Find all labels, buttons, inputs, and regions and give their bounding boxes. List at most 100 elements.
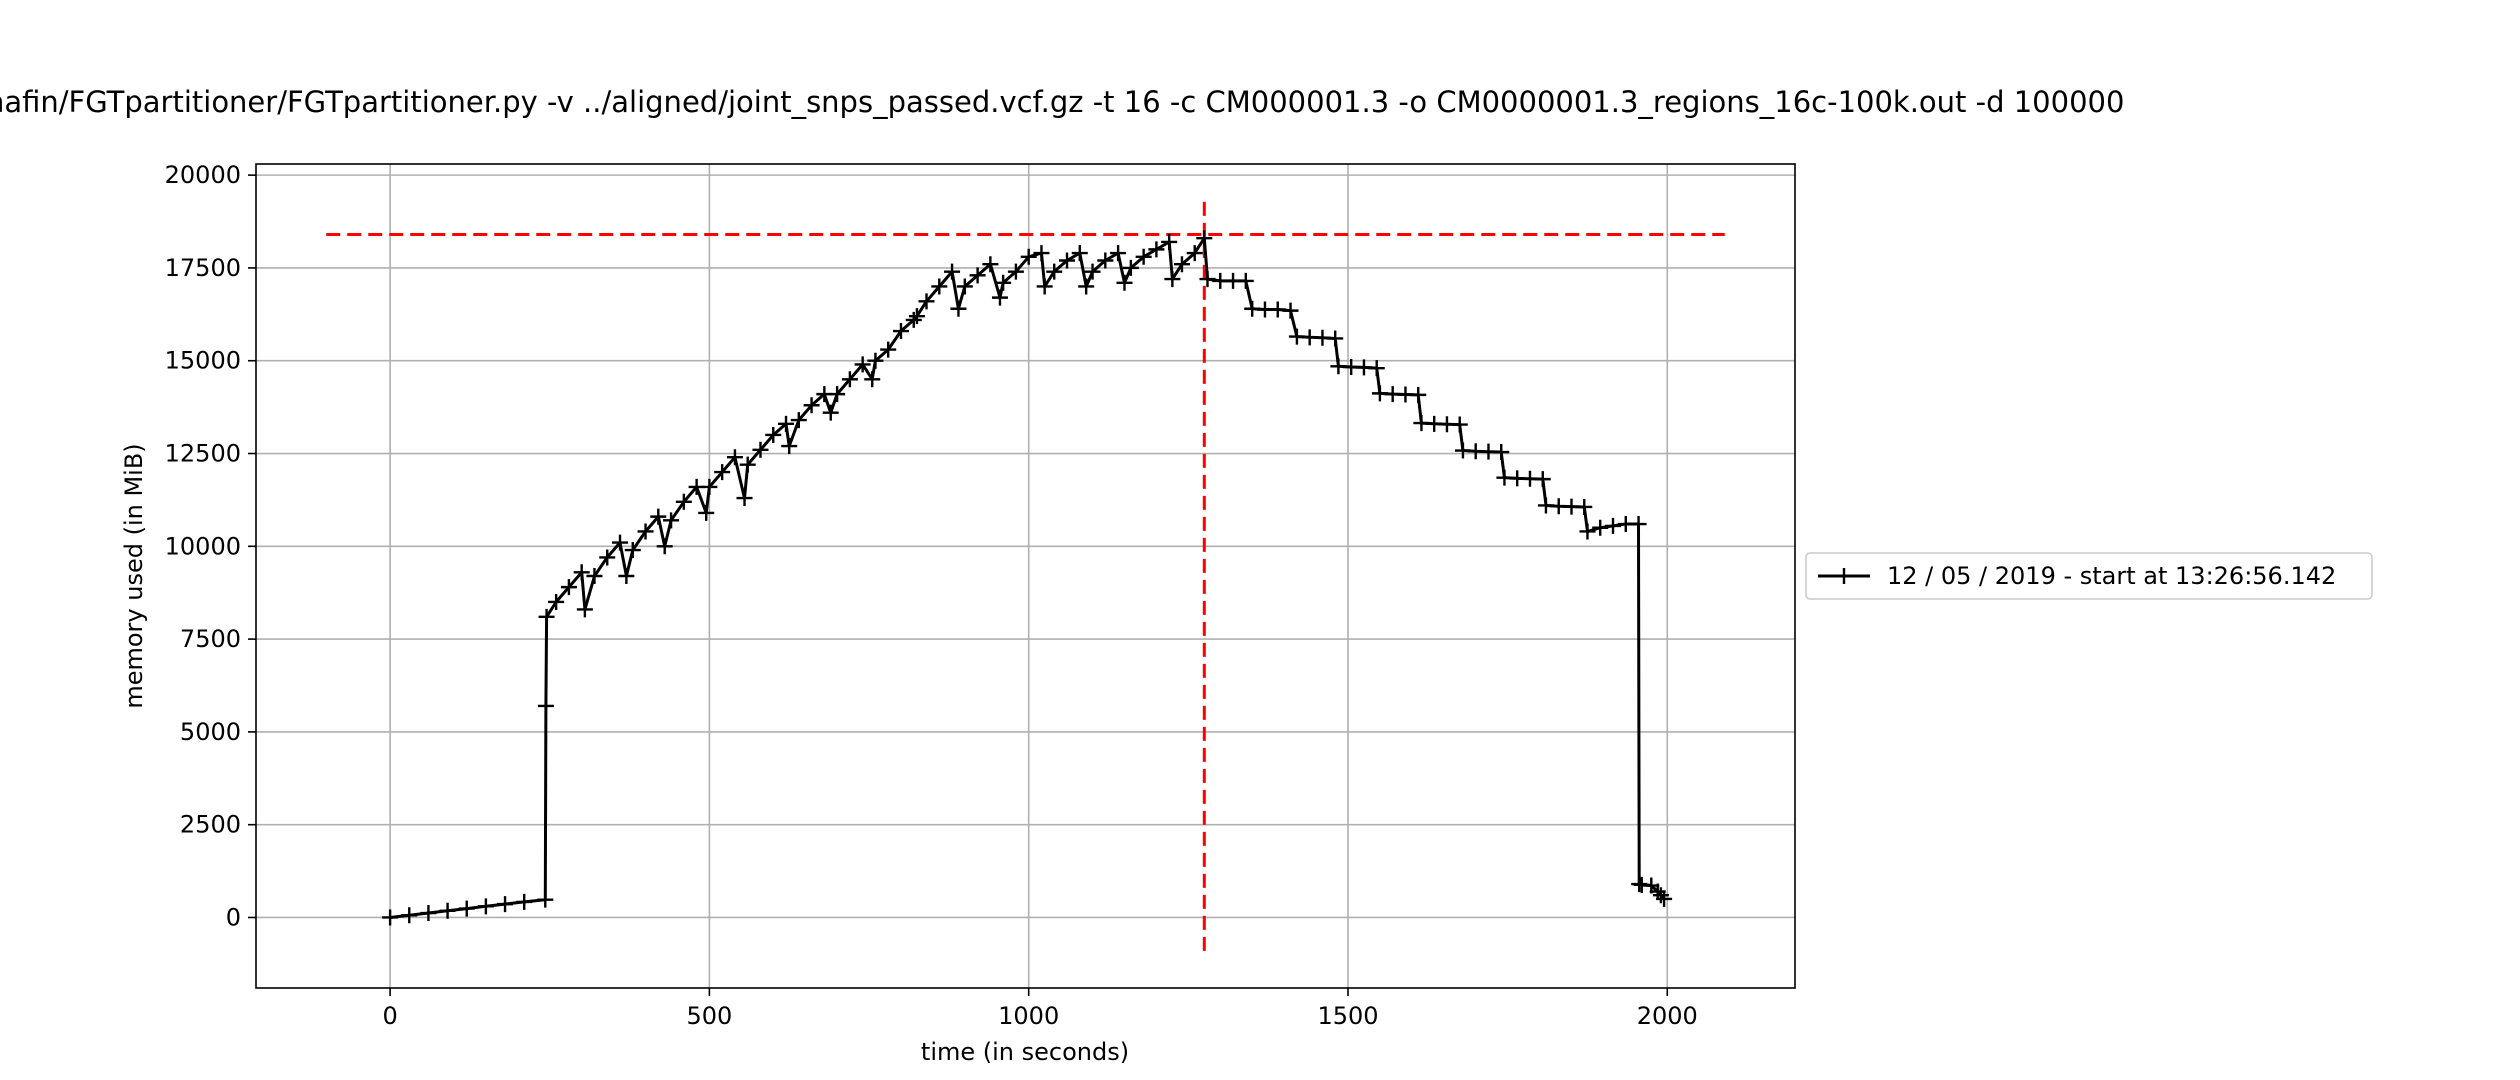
data-point [1630,516,1647,533]
data-point [1059,252,1076,269]
data-point [944,263,961,280]
data-point [675,493,692,510]
grid [256,164,1795,988]
reference-lines [326,201,1725,951]
data-point [1282,302,1299,319]
legend-marker [1836,568,1852,584]
data-point [1327,330,1344,347]
data-point [1110,245,1127,262]
data-point [864,371,881,388]
chart-title: ...kchafin/FGTpartitioner/FGTpartitioner… [0,85,2124,119]
data-point [803,397,820,414]
data-point [497,896,514,913]
ticks: 0 500 1000 1500 2000025005000750010000125001… [165,161,1698,1030]
data-point [1161,233,1178,250]
x-tick-label: 1500 [1317,1002,1378,1030]
data-point [1116,274,1133,291]
data-point [538,608,555,625]
data-point [905,311,922,328]
data-point [867,352,884,369]
data-point [401,907,418,924]
data-point [969,267,986,284]
data-point [1656,890,1673,907]
data-point [698,504,715,521]
data-point [752,441,769,458]
data-point [586,568,603,584]
data-point [736,490,753,507]
data-point [1237,272,1254,289]
data-point [576,601,593,618]
x-tick-label: 2000 [1637,1002,1698,1030]
data-point [1592,519,1609,536]
legend-entry-label: 12 / 05 / 2019 - start at 13:26:56.142 [1887,562,2336,590]
data-point [1078,278,1095,295]
y-tick-label: 12500 [165,440,241,468]
data-point [1534,471,1551,488]
data-point [624,542,641,559]
data-point [477,898,494,915]
data-point [382,909,399,926]
data-point [790,412,807,429]
data-point [908,308,925,325]
data-point [1084,263,1101,280]
x-tick-label: 1000 [998,1002,1059,1030]
data-point [618,568,635,584]
data-point [892,323,909,340]
data-point [1036,278,1053,295]
data-point [880,341,897,358]
legend[interactable]: 12 / 05 / 2019 - start at 13:26:56.142 [1805,552,2373,600]
data-point [1368,360,1385,377]
data-point [829,386,846,403]
data-point [439,902,456,919]
data-point [726,449,743,466]
data-point [1579,523,1596,540]
data-point [956,278,973,295]
data-point [650,508,667,525]
data-point [1148,241,1165,258]
y-tick-label: 2500 [180,811,241,839]
data-point [1135,248,1152,265]
plot-frame [255,163,1796,989]
data-point [1605,517,1621,534]
data-point [701,478,718,495]
data-point [1033,245,1050,262]
data-point [1576,498,1593,515]
data-point [854,356,871,373]
data-point [1199,271,1216,288]
data-point [420,905,437,922]
data-point [573,564,590,581]
y-tick-label: 15000 [165,347,241,375]
data-point [995,274,1012,291]
data-point [765,426,782,443]
y-tick-label: 17500 [165,254,241,282]
data-point [1186,245,1203,262]
data-point [931,278,948,295]
x-tick-label: 0 [382,1002,397,1030]
data-point [1493,444,1510,461]
data-point [841,371,858,388]
data-point [1097,252,1114,269]
data-point [458,900,475,917]
data-point [1007,263,1024,280]
data-point [822,404,839,421]
data-point [663,512,680,529]
data-point [991,289,1008,306]
y-tick-label: 7500 [180,625,241,653]
legend-box [1805,552,2373,600]
data-point [1410,386,1427,403]
y-axis-label: memory used (in MiB) [120,443,148,708]
data-point [656,538,673,555]
data-point [537,891,554,908]
data-point [781,438,798,455]
data-point [1164,271,1181,288]
data-point [560,579,577,596]
data-point [739,456,756,473]
data-point [599,549,616,566]
data-point [950,300,967,317]
y-tick-label: 0 [226,903,241,931]
data-point [982,256,999,273]
data-point [1196,230,1213,247]
